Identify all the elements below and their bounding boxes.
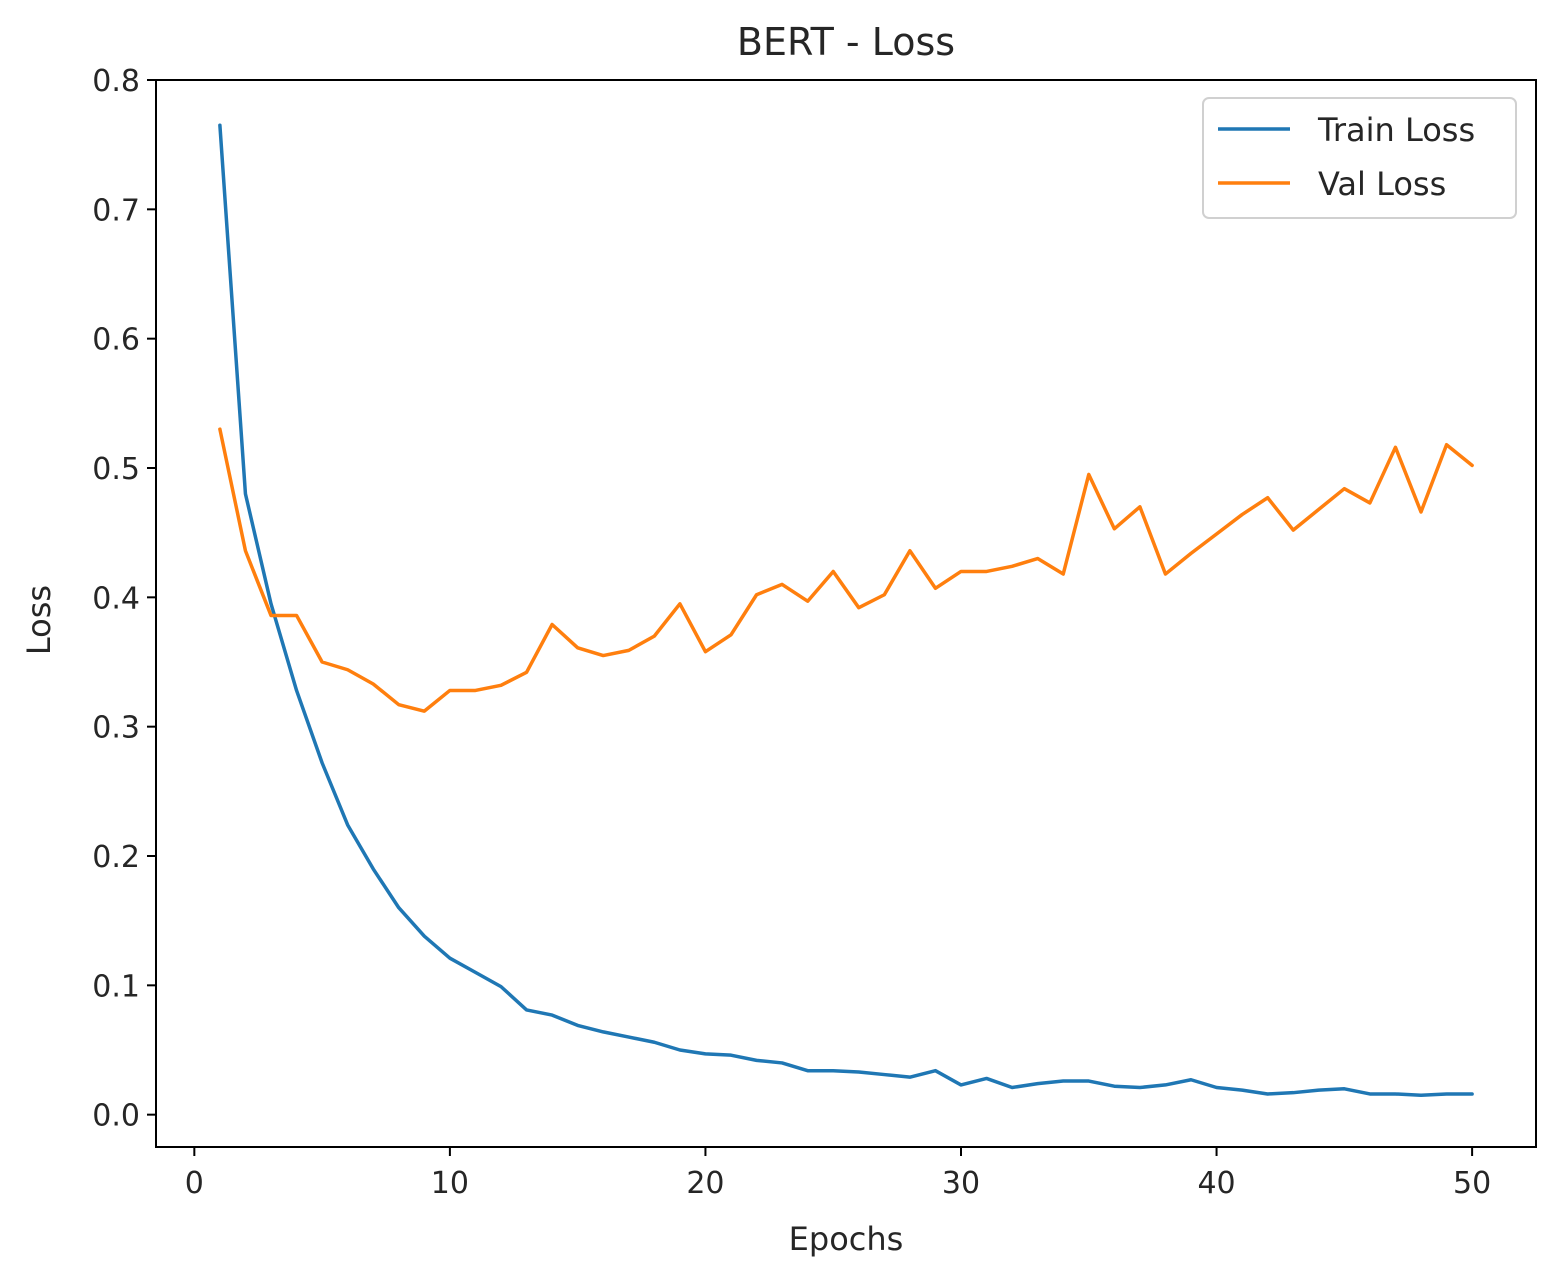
x-axis-label: Epochs: [789, 1220, 904, 1258]
x-tick-label: 50: [1453, 1166, 1491, 1201]
series-line-train-loss: [218, 123, 1474, 1098]
y-tick-label: 0.2: [92, 840, 140, 875]
y-tick-label: 0.8: [92, 64, 140, 99]
legend: Train Loss Val Loss: [1202, 97, 1517, 219]
y-tick-label: 0.7: [92, 193, 140, 228]
y-axis-ticks: 0.0 0.1 0.2 0.3 0.4 0.5 0.6 0.7 0.8: [92, 64, 156, 1134]
chart-title: BERT - Loss: [737, 20, 955, 64]
y-tick-label: 0.5: [92, 452, 140, 487]
y-tick-label: 0.6: [92, 323, 140, 358]
plot-area: [155, 79, 1537, 1148]
legend-label-val-loss: Val Loss: [1318, 165, 1446, 203]
x-axis-ticks: 0 10 20 30 40 50: [185, 1147, 1491, 1201]
x-tick-label: 10: [431, 1166, 469, 1201]
y-tick-label: 0.0: [92, 1099, 140, 1134]
legend-label-train-loss: Train Loss: [1317, 111, 1475, 149]
y-tick-label: 0.1: [92, 969, 140, 1004]
series-layer: [218, 123, 1474, 1098]
x-tick-label: 30: [942, 1166, 980, 1201]
y-tick-label: 0.4: [92, 581, 140, 616]
x-tick-label: 40: [1197, 1166, 1235, 1201]
x-tick-label: 0: [185, 1166, 204, 1201]
x-tick-label: 20: [686, 1166, 724, 1201]
series-line-val-loss: [218, 427, 1474, 713]
axes-frame: [155, 79, 1537, 1148]
y-axis-label: Loss: [20, 585, 58, 655]
y-tick-label: 0.3: [92, 711, 140, 746]
